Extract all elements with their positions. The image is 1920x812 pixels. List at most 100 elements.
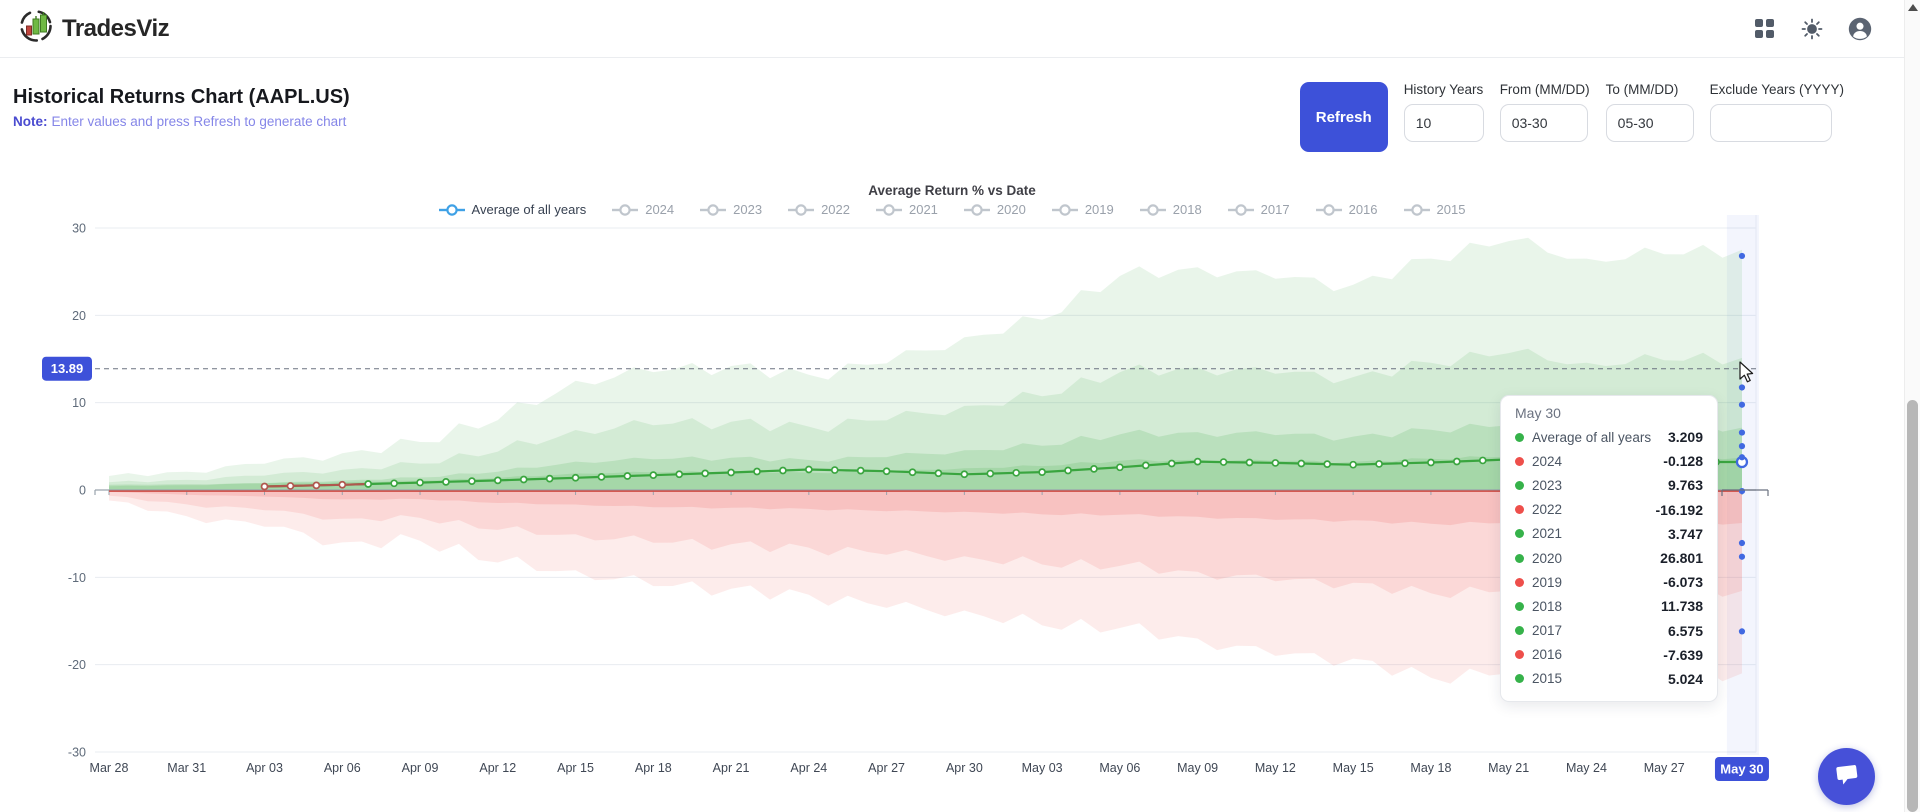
y-axis-label: -30	[68, 745, 86, 759]
chat-launcher-button[interactable]	[1818, 748, 1875, 805]
x-axis-label: May 12	[1255, 761, 1296, 775]
brand[interactable]: TradesViz	[18, 8, 170, 49]
tooltip-series-dot	[1515, 480, 1524, 490]
tooltip-row: 2016 -7.639	[1515, 643, 1703, 667]
x-axis-label: May 24	[1566, 761, 1607, 775]
crosshair-year-dot	[1738, 454, 1746, 461]
crosshair-average-point	[1735, 455, 1749, 469]
tooltip-series-value: 6.575	[1667, 622, 1703, 639]
user-avatar-icon[interactable]	[1848, 17, 1872, 41]
to-date-input[interactable]	[1605, 104, 1694, 142]
scrollbar-thumb[interactable]	[1907, 400, 1918, 812]
x-axis-label: May 15	[1333, 761, 1374, 775]
legend-marker-icon	[963, 203, 990, 216]
average-line-marker	[468, 477, 476, 485]
x-axis-label: Mar 31	[167, 761, 206, 775]
exclude-years-input[interactable]	[1709, 104, 1832, 142]
tradesviz-logo-icon	[18, 8, 54, 49]
crosshair-year-dot	[1738, 443, 1746, 450]
to-date-field: To (MM/DD)	[1605, 82, 1694, 142]
crosshair-year-dot	[1738, 628, 1746, 635]
legend-item-2016[interactable]: 2016	[1315, 202, 1378, 217]
band-upper-2	[109, 422, 1742, 490]
theme-sun-icon[interactable]	[1800, 17, 1824, 41]
band-upper-0	[109, 237, 1742, 490]
average-line-marker	[1452, 457, 1461, 466]
tooltip-series-value: 9.763	[1667, 477, 1703, 494]
average-line-marker	[882, 467, 891, 476]
tooltip-row: 2021 3.747	[1515, 522, 1703, 546]
average-line-marker	[986, 469, 995, 478]
tooltip-series-label: 2017	[1532, 623, 1563, 639]
legend-item-2019[interactable]: 2019	[1051, 202, 1114, 217]
legend-item-2015[interactable]: 2015	[1403, 202, 1465, 217]
legend-marker-icon	[1227, 203, 1254, 216]
average-line-marker	[338, 480, 347, 489]
average-line-marker	[1167, 459, 1176, 468]
average-line-marker	[908, 468, 917, 477]
page-head: Historical Returns Chart (AAPL.US) Note:…	[0, 58, 1904, 170]
band-upper-1	[109, 348, 1742, 490]
y-reference-badge	[42, 356, 92, 381]
page-scrollbar[interactable]	[1904, 0, 1920, 812]
tooltip-series-label: 2024	[1532, 453, 1563, 469]
legend-marker-icon	[1051, 203, 1078, 216]
average-line-marker	[312, 481, 321, 490]
crosshair-year-dot	[1738, 384, 1746, 391]
x-axis-label: May 21	[1488, 761, 1529, 775]
x-axis-label: Apr 30	[946, 761, 983, 775]
legend-item-2020[interactable]: 2020	[963, 202, 1026, 217]
tooltip-row: 2020 26.801	[1515, 546, 1703, 570]
tooltip-series-dot	[1515, 456, 1524, 466]
legend-item-2018[interactable]: 2018	[1139, 202, 1202, 217]
average-line-marker	[1245, 458, 1254, 467]
legend-marker-icon	[612, 203, 639, 216]
history-years-field: History Years	[1403, 82, 1484, 142]
crosshair-year-dot	[1738, 429, 1746, 436]
legend-marker-icon	[875, 203, 902, 216]
chart-title: Average Return % vs Date	[868, 183, 1036, 198]
tooltip-series-value: 3.747	[1667, 525, 1703, 542]
legend-marker-icon	[1315, 203, 1342, 216]
legend-item-2022[interactable]: 2022	[788, 202, 850, 217]
x-axis-label: Apr 09	[402, 761, 439, 775]
x-axis-label: Apr 03	[246, 761, 283, 775]
x-axis-label: Apr 24	[790, 761, 827, 775]
average-line-marker	[960, 470, 969, 479]
legend-item-2017[interactable]: 2017	[1227, 202, 1290, 217]
average-line-marker	[364, 480, 373, 488]
average-line-marker	[1375, 460, 1383, 468]
average-line-marker	[416, 478, 424, 487]
average-line-marker	[779, 466, 787, 475]
average-line-marker	[1012, 468, 1021, 477]
history-years-input[interactable]	[1403, 104, 1484, 142]
average-line-marker	[545, 474, 554, 483]
average-line-marker	[1738, 458, 1746, 466]
scrollbar-up-arrow[interactable]	[1908, 4, 1918, 11]
hover-axis-bracket	[1721, 489, 1769, 496]
apps-grid-icon[interactable]	[1752, 17, 1776, 41]
refresh-button[interactable]: Refresh	[1299, 82, 1388, 152]
tooltip-series-value: -6.073	[1663, 574, 1703, 591]
x-axis-label: Mar 28	[90, 761, 129, 775]
legend-item-2024[interactable]: 2024	[612, 202, 674, 217]
from-date-input[interactable]	[1499, 104, 1588, 142]
exclude-years-label: Exclude Years (YYYY)	[1709, 82, 1844, 97]
average-line-marker	[1193, 457, 1202, 466]
tooltip-series-value: -16.192	[1655, 501, 1703, 518]
band-lower-1	[109, 490, 1742, 598]
average-line-marker	[1271, 459, 1280, 467]
hovered-x-badge	[1714, 757, 1769, 781]
legend-item-2021[interactable]: 2021	[875, 202, 938, 217]
y-reference-badge-label: 13.89	[51, 361, 84, 376]
average-line-marker	[1323, 460, 1332, 468]
band-upper-3	[109, 455, 1742, 490]
legend-item-average[interactable]: Average of all years	[438, 202, 586, 217]
average-line-marker	[260, 482, 269, 491]
tooltip-row: 2018 11.738	[1515, 594, 1703, 618]
crosshair-year-dot	[1738, 252, 1746, 260]
crosshair-year-dot	[1738, 539, 1746, 547]
average-line-marker	[1401, 459, 1409, 468]
tooltip-series-dot	[1515, 432, 1524, 442]
legend-item-2023[interactable]: 2023	[700, 202, 762, 217]
